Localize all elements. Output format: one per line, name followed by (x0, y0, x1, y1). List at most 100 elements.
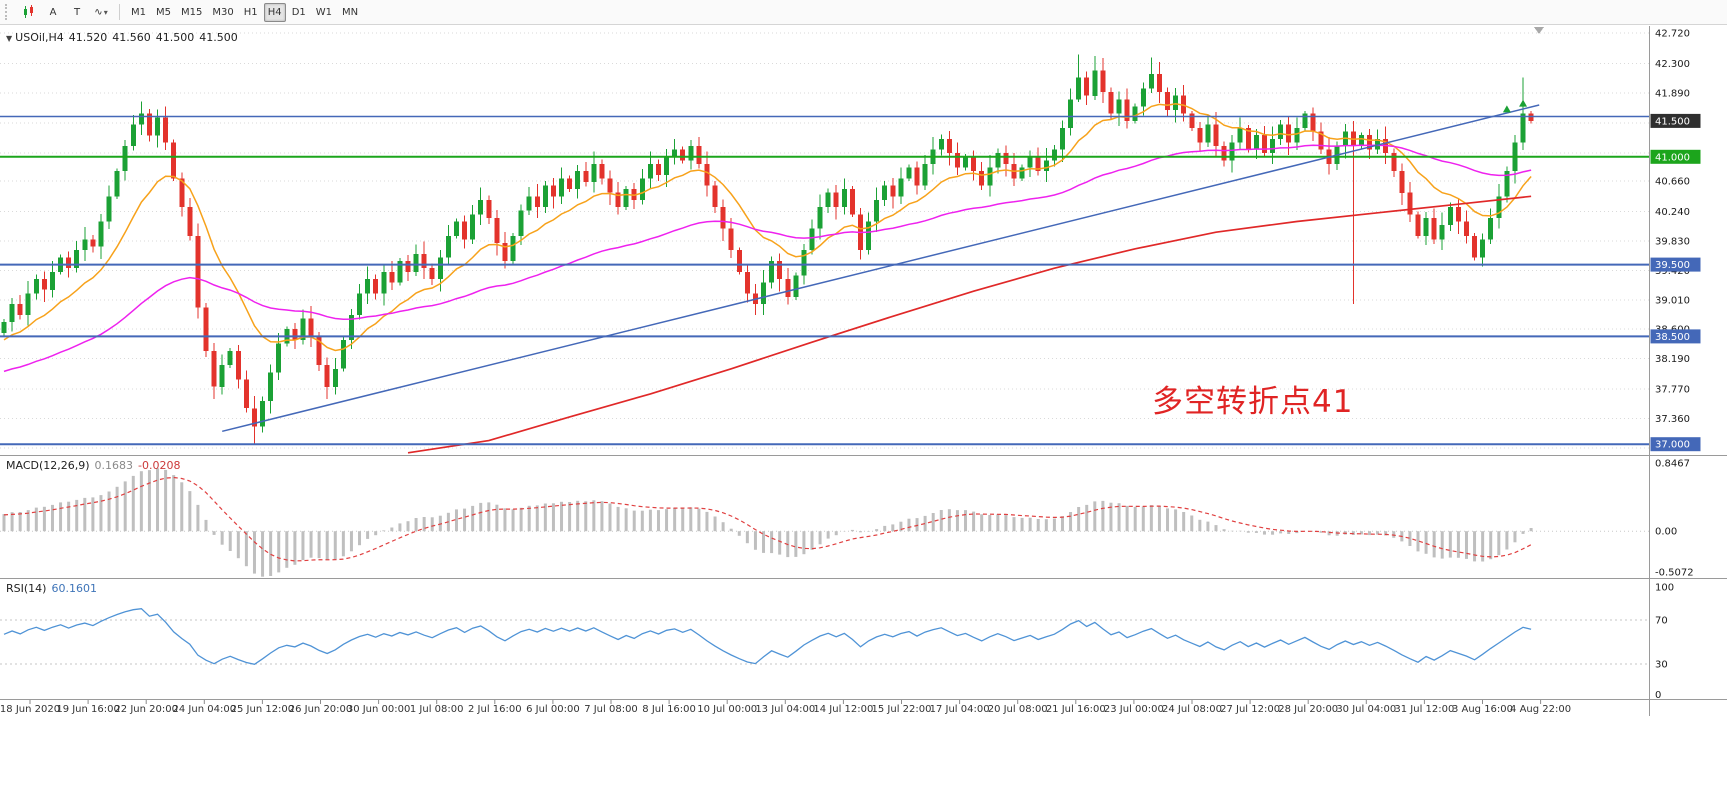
timeframe-button-d1[interactable]: D1 (288, 3, 310, 22)
svg-text:39.830: 39.830 (1655, 236, 1690, 247)
bar-high: 41.560 (112, 31, 151, 44)
moving-averages-layer (3, 103, 1532, 454)
candles-layer (1, 54, 1534, 445)
svg-text:23 Jul 00:00: 23 Jul 00:00 (1104, 704, 1164, 715)
svg-text:14 Jul 12:00: 14 Jul 12:00 (813, 704, 873, 715)
indicators-button[interactable]: ∿ ▾ (90, 3, 112, 22)
svg-text:41.000: 41.000 (1655, 152, 1690, 163)
svg-text:39.010: 39.010 (1655, 295, 1690, 306)
svg-text:40.660: 40.660 (1655, 177, 1690, 188)
macd-signal-value: -0.0208 (138, 459, 181, 472)
svg-text:24 Jul 08:00: 24 Jul 08:00 (1162, 704, 1222, 715)
bar-close: 41.500 (199, 31, 238, 44)
svg-text:-0.5072: -0.5072 (1655, 568, 1694, 579)
panel-separators (0, 26, 1727, 716)
svg-text:0.8467: 0.8467 (1655, 459, 1690, 470)
svg-text:13 Jul 04:00: 13 Jul 04:00 (755, 704, 815, 715)
timeframe-button-h1[interactable]: H1 (240, 3, 262, 22)
svg-text:7 Jul 08:00: 7 Jul 08:00 (584, 704, 638, 715)
bar-low: 41.500 (155, 31, 195, 44)
svg-text:0: 0 (1655, 690, 1661, 701)
up-arrow-marker[interactable] (1502, 105, 1511, 113)
price-box-41.500 (1650, 113, 1701, 128)
ascending-trendline[interactable] (222, 104, 1540, 433)
timeframe-button-m15[interactable]: M15 (177, 3, 206, 22)
price-box-37.000 (1650, 437, 1701, 452)
svg-text:40.240: 40.240 (1655, 207, 1690, 218)
timeframe-button-w1[interactable]: W1 (312, 3, 336, 22)
svg-text:70: 70 (1655, 616, 1668, 627)
rsi-indicator-label: RSI(14) 60.1601 (6, 582, 102, 595)
toolbar-grip (5, 4, 12, 20)
chart-annotation[interactable]: 多空转折点41 (1152, 384, 1354, 420)
svg-text:15 Jul 22:00: 15 Jul 22:00 (872, 704, 932, 715)
svg-text:10 Jul 00:00: 10 Jul 00:00 (697, 704, 757, 715)
timeframe-button-m1[interactable]: M1 (127, 3, 150, 22)
timeframe-button-m5[interactable]: M5 (152, 3, 175, 22)
text-tool-button[interactable]: T (66, 3, 88, 22)
chart-shift-icon[interactable] (1534, 27, 1544, 34)
toolbar-separator (119, 4, 120, 20)
svg-text:27 Jul 12:00: 27 Jul 12:00 (1220, 704, 1280, 715)
svg-text:3 Aug 16:00: 3 Aug 16:00 (1452, 704, 1513, 715)
svg-text:30 Jun 00:00: 30 Jun 00:00 (347, 704, 411, 715)
timeframe-button-mn[interactable]: MN (338, 3, 362, 22)
trendline-layer (222, 104, 1540, 433)
svg-text:21 Jul 16:00: 21 Jul 16:00 (1046, 704, 1106, 715)
long-ma-line (407, 195, 1532, 454)
candlestick-chart-icon (24, 5, 33, 18)
cursor-tool-button[interactable]: A (42, 3, 64, 22)
svg-text:38.190: 38.190 (1655, 354, 1690, 365)
svg-text:41.890: 41.890 (1655, 88, 1690, 99)
svg-text:38.500: 38.500 (1655, 332, 1690, 343)
svg-text:25 Jun 12:00: 25 Jun 12:00 (231, 704, 295, 715)
svg-text:8 Jul 16:00: 8 Jul 16:00 (642, 704, 696, 715)
svg-text:24 Jun 04:00: 24 Jun 04:00 (173, 704, 237, 715)
svg-text:20 Jul 08:00: 20 Jul 08:00 (988, 704, 1048, 715)
collapse-icon[interactable]: ▼ (6, 34, 13, 43)
svg-text:17 Jul 04:00: 17 Jul 04:00 (930, 704, 990, 715)
svg-text:42.720: 42.720 (1655, 29, 1690, 40)
timeframe-button-h4[interactable]: H4 (263, 2, 286, 22)
rsi-panel[interactable] (0, 608, 1650, 665)
svg-text:39.500: 39.500 (1655, 260, 1690, 271)
svg-text:4 Aug 22:00: 4 Aug 22:00 (1510, 704, 1571, 715)
price-axis[interactable]: 42.72042.30041.89041.47040.66040.24039.8… (1650, 29, 1701, 701)
symbol-name: USOil,H4 (15, 31, 64, 44)
chart-type-button[interactable] (18, 3, 40, 22)
horizontal-levels-layer (0, 115, 1650, 446)
price-box-41.000 (1650, 149, 1701, 164)
chevron-down-icon: ▾ (103, 7, 108, 17)
svg-text:100: 100 (1655, 583, 1674, 594)
zigzag-icon: ∿ (94, 6, 103, 18)
svg-text:31 Jul 12:00: 31 Jul 12:00 (1394, 704, 1454, 715)
toolbar: A T ∿ ▾ M1 M5 M15 M30 H1 H4 D1 W1 MN (0, 0, 1727, 25)
timeframe-button-m30[interactable]: M30 (208, 3, 237, 22)
rsi-value: 60.1601 (51, 582, 97, 595)
up-arrow-marker[interactable] (1519, 99, 1528, 107)
markers-layer (1502, 99, 1528, 113)
svg-text:37.360: 37.360 (1655, 414, 1690, 425)
macd-panel[interactable] (0, 468, 1650, 577)
svg-text:19 Jun 16:00: 19 Jun 16:00 (56, 704, 120, 715)
timeframe-group: M1 M5 M15 M30 H1 H4 D1 W1 MN (127, 2, 362, 22)
svg-text:42.300: 42.300 (1655, 59, 1690, 70)
price-box-39.500 (1650, 257, 1701, 272)
macd-indicator-label: MACD(12,26,9) 0.1683 -0.0208 (6, 459, 186, 472)
svg-text:41.500: 41.500 (1655, 116, 1690, 127)
macd-main-value: 0.1683 (94, 459, 134, 472)
macd-name: MACD(12,26,9) (6, 459, 90, 472)
price-box-38.500 (1650, 329, 1701, 344)
svg-text:2 Jul 16:00: 2 Jul 16:00 (468, 704, 522, 715)
svg-text:26 Jun 20:00: 26 Jun 20:00 (289, 704, 353, 715)
svg-text:30: 30 (1655, 660, 1668, 671)
svg-text:6 Jul 00:00: 6 Jul 00:00 (526, 704, 580, 715)
svg-text:0.00: 0.00 (1655, 527, 1677, 538)
svg-text:30 Jul 04:00: 30 Jul 04:00 (1336, 704, 1396, 715)
svg-text:18 Jun 2020: 18 Jun 2020 (0, 704, 60, 715)
svg-text:37.000: 37.000 (1655, 440, 1690, 451)
rsi-name: RSI(14) (6, 582, 47, 595)
